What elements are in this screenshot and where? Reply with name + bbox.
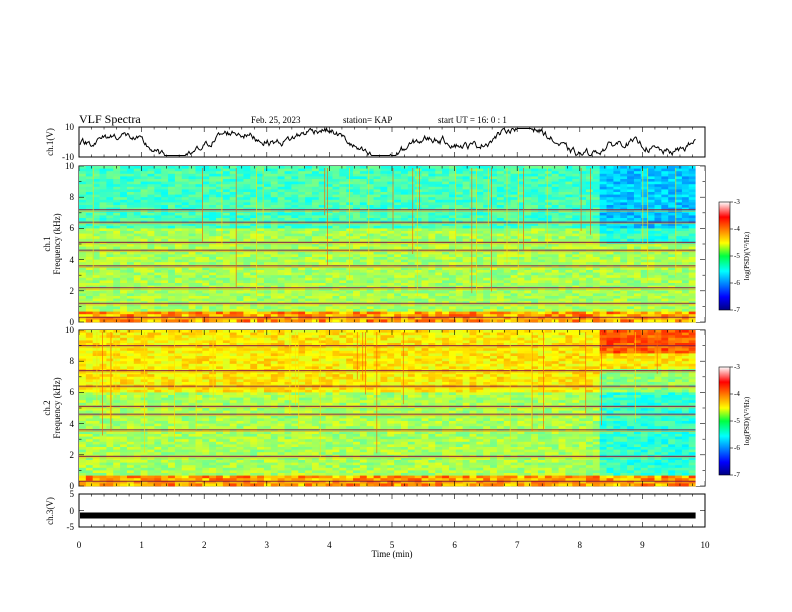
ch1-colorbar: [718, 201, 731, 311]
x-tick-label: 6: [452, 540, 457, 550]
ch2-colorbar-tick-label: -5: [734, 417, 740, 425]
x-tick-label: 5: [389, 540, 395, 550]
ch1-y-tick-label: 10: [65, 161, 74, 171]
ch3-waveform-y-tick-label: 5: [69, 489, 75, 499]
ch2-colorbar-label: log(PSD)(V²/Hz): [743, 396, 751, 446]
x-tick-label: 2: [201, 540, 207, 550]
ch1-spectrogram-image: [79, 166, 705, 323]
ch1-colorbar-tick-label: -7: [734, 306, 740, 314]
ch1-waveform-ylabel: ch.1(V): [45, 128, 55, 156]
ch2-y-tick-label: 8: [69, 356, 75, 367]
ch1-y-tick-label: 6: [69, 223, 75, 234]
figure-title: VLF Spectra: [79, 112, 141, 126]
ch3-waveform-y-tick-label: -5: [66, 522, 75, 532]
ch2-y-tick-label: 6: [69, 387, 75, 398]
ch1-colorbar-tick-label: -3: [734, 198, 740, 206]
x-tick-label: 9: [640, 540, 645, 550]
ch1-y-tick-label: 0: [69, 317, 75, 327]
ch2-colorbar-tick-label: -4: [734, 390, 740, 398]
ch1-colorbar-tick-label: -4: [734, 225, 740, 233]
ch1-colorbar-tick-label: -5: [734, 252, 740, 260]
axis-ticks: [78, 126, 706, 528]
ch2-y-tick-label: 0: [69, 481, 75, 491]
ch3-waveform-y-tick-label: 0: [69, 505, 75, 516]
x-tick-label: 3: [264, 540, 270, 550]
x-tick-label: 0: [76, 540, 82, 550]
ch1-colorbar-label: log(PSD)(V²/Hz): [743, 231, 751, 281]
ch1-spectrogram-ylabel-2: Frequency (kHz): [52, 213, 62, 275]
ch1-waveform-line: [79, 126, 696, 157]
x-tick-label: 7: [514, 540, 520, 550]
ch1-y-tick-label: 8: [69, 192, 75, 203]
station-label: station= KAP: [343, 115, 393, 125]
ch2-spectrogram-ylabel-2: Frequency (kHz): [52, 377, 62, 439]
ch2-colorbar-tick-label: -3: [734, 363, 740, 371]
ch3-waveform-line: [80, 512, 696, 519]
ch2-colorbar: [718, 366, 731, 476]
x-tick-label: 10: [700, 540, 710, 550]
x-tick-label: 1: [139, 540, 144, 550]
x-tick-label: 8: [577, 540, 583, 550]
ch2-y-tick-label: 4: [69, 418, 75, 429]
ch2-y-tick-label: 2: [69, 449, 75, 460]
date-label: Feb. 25, 2023: [251, 115, 301, 125]
ch1-waveform-y-tick-label: -10: [62, 152, 74, 162]
x-tick-label: 4: [327, 540, 332, 550]
ch1-y-tick-label: 4: [69, 254, 75, 265]
ch3-waveform-ylabel: ch.3(V): [45, 497, 55, 525]
ch2-spectrogram-ylabel-1: ch.2: [42, 400, 52, 416]
ch1-colorbar-tick-label: -6: [734, 279, 740, 287]
ch2-spectrogram-image: [79, 330, 705, 487]
ch2-y-tick-label: 10: [65, 325, 74, 335]
ch1-y-tick-label: 2: [69, 285, 75, 296]
x-axis-label: Time (min): [371, 549, 413, 559]
ch1-spectrogram-ylabel-1: ch.1: [42, 236, 52, 252]
start-time-label: start UT = 16: 0 : 1: [438, 115, 507, 125]
ch2-colorbar-tick-label: -7: [734, 471, 740, 479]
ch2-colorbar-tick-label: -6: [734, 444, 740, 452]
ch1-waveform-y-tick-label: 10: [65, 122, 74, 132]
colorbar-ticks: [730, 201, 733, 476]
